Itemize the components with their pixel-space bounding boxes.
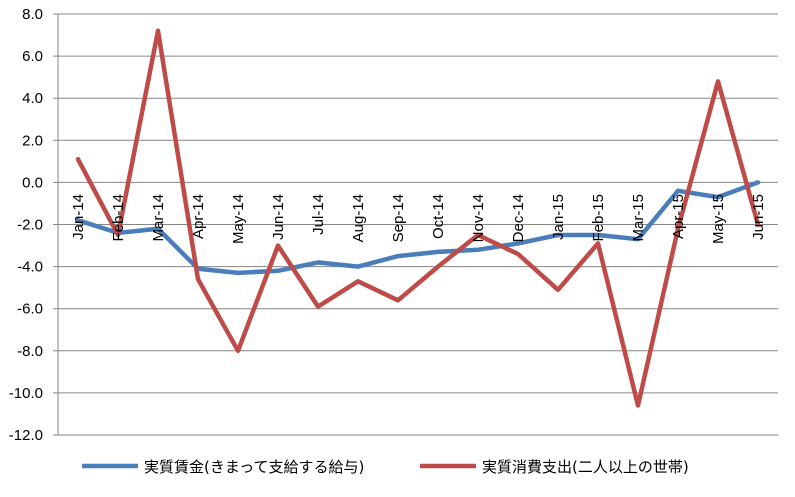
y-tick-label: -4.0 [17,259,43,276]
y-tick-label: 6.0 [22,48,43,65]
x-tick-label: Aug-14 [350,194,367,242]
x-tick-label: Dec-14 [510,194,527,242]
y-axis-ticks: 8.0 6.0 4.0 2.0 0.0 -2.0 -4.0 -6.0 -8.0 -10.0 -12.… [9,6,43,444]
x-tick-label: Mar-14 [150,194,167,242]
x-tick-label: Mar-15 [630,194,647,242]
gridlines [53,13,778,436]
x-tick-label: Jun-14 [270,194,287,240]
x-tick-label: May-15 [710,194,727,244]
x-tick-label: Jan-14 [70,194,87,240]
y-tick-label: -12.0 [9,427,43,444]
y-tick-label: 2.0 [22,132,43,149]
series-lines [75,28,761,408]
y-tick-label: -10.0 [9,385,43,402]
x-tick-label: Nov-14 [470,194,487,242]
y-tick-label: 8.0 [22,6,43,23]
legend: 実質賃金(きまって支給する給与) 実質消費支出(二人以上の世帯) [82,458,689,476]
y-tick-label: -8.0 [17,343,43,360]
y-tick-label: -6.0 [17,301,43,318]
series-line-2 [75,28,761,408]
x-tick-label: Feb-14 [110,194,127,242]
legend-label-2: 実質消費支出(二人以上の世帯) [482,458,689,476]
x-tick-label: Oct-14 [430,194,447,239]
x-tick-label: Jul-14 [310,194,327,235]
x-tick-label: May-14 [230,194,247,244]
x-axis-ticks: Jan-14 Feb-14 Mar-14 Apr-14 May-14 Jun-14 Jul-… [70,194,767,244]
legend-label-1: 実質賃金(きまって支給する給与) [144,458,364,476]
y-tick-label: 4.0 [22,90,43,107]
y-tick-label: -2.0 [17,217,43,234]
y-tick-label: 0.0 [22,174,43,191]
x-tick-label: Jun-15 [750,194,767,240]
x-tick-label: Sep-14 [390,194,407,242]
x-tick-label: Jan-15 [550,194,567,240]
series-line-1 [75,180,761,276]
x-tick-label: Feb-15 [590,194,607,242]
x-tick-label: Apr-15 [670,194,687,239]
x-tick-label: Apr-14 [190,194,207,239]
